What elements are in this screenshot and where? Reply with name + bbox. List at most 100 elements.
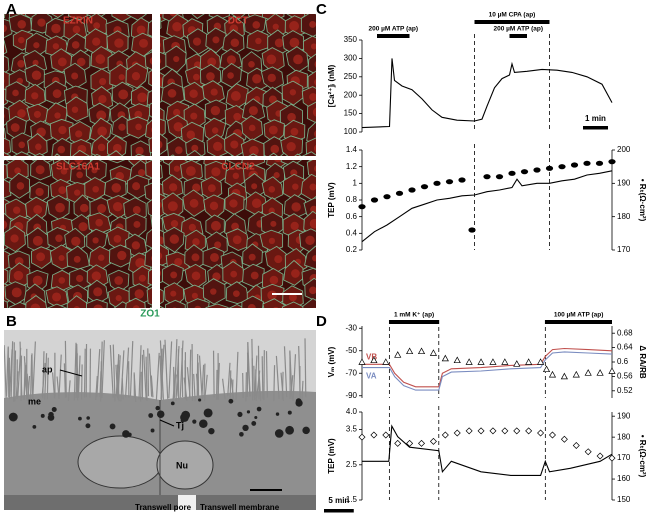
nucleus	[274, 255, 283, 264]
data-point	[429, 349, 438, 356]
annotation: 100 µM ATP (ap)	[554, 312, 604, 319]
y-tick-label: 0.4	[346, 228, 358, 237]
nucleus	[13, 206, 21, 214]
nucleus	[216, 6, 223, 13]
nucleus	[114, 276, 124, 285]
nucleus	[71, 106, 79, 113]
nucleus	[248, 60, 255, 68]
nucleus	[169, 234, 180, 244]
cell	[4, 151, 11, 156]
em-label: Transwell pore	[135, 503, 192, 512]
cell	[147, 199, 152, 217]
trace	[361, 170, 613, 243]
nucleus	[16, 182, 25, 190]
microvillus	[176, 374, 179, 397]
microvillus	[58, 354, 62, 397]
nucleus	[268, 125, 278, 135]
data-point	[596, 452, 604, 460]
nucleus	[310, 205, 316, 214]
nucleus	[0, 273, 1, 279]
nucleus	[92, 237, 99, 244]
cell	[4, 14, 6, 19]
data-point	[560, 435, 568, 443]
nucleus	[10, 234, 19, 243]
y-tick-label: 250	[344, 72, 358, 81]
nucleus	[17, 109, 26, 118]
cell	[4, 40, 8, 55]
microvillus	[99, 371, 102, 397]
y2-tick-label: 200	[617, 145, 631, 154]
nucleus	[230, 38, 240, 48]
cell	[46, 303, 68, 308]
nucleus	[52, 292, 62, 302]
microvillus	[203, 363, 206, 398]
nucleus	[112, 201, 123, 212]
granule	[237, 411, 243, 417]
nucleus	[95, 54, 106, 64]
nucleus	[131, 241, 141, 250]
cell	[4, 300, 9, 308]
nucleus	[293, 54, 303, 65]
y-tick-label: 4.0	[346, 407, 358, 416]
granule	[208, 427, 215, 435]
nucleus	[160, 202, 162, 209]
cell	[4, 268, 9, 286]
microvillus	[301, 380, 304, 403]
nucleus	[289, 20, 300, 31]
y-tick-label: 1.2	[346, 162, 358, 171]
nucleus	[289, 37, 300, 48]
granule	[150, 428, 155, 433]
nucleus	[309, 218, 316, 229]
cell	[148, 102, 152, 118]
nucleus	[314, 79, 316, 86]
micrograph	[4, 5, 152, 156]
nucleus	[309, 286, 316, 295]
granule	[86, 416, 90, 420]
cell	[147, 268, 152, 286]
nucleus	[93, 22, 101, 30]
cell	[33, 152, 45, 156]
nucleus	[216, 311, 222, 317]
nucleus	[77, 5, 85, 13]
annotation: 200 µM ATP (ap)	[369, 26, 419, 33]
nucleus	[134, 289, 144, 299]
microvillus	[227, 362, 231, 397]
data-point	[525, 427, 533, 435]
nucleus	[270, 144, 280, 154]
data-point	[595, 160, 604, 166]
nucleus	[91, 167, 98, 174]
microvillus	[115, 354, 120, 397]
y-tick-label: -90	[345, 391, 357, 400]
y-tick-label: 300	[344, 54, 358, 63]
data-point	[560, 372, 568, 380]
nucleus	[314, 130, 316, 138]
data-point	[468, 227, 476, 233]
granule	[148, 413, 154, 418]
granule	[275, 412, 280, 416]
microvillus	[229, 370, 232, 402]
microvillus	[290, 375, 294, 397]
cell	[144, 51, 152, 71]
nucleus	[288, 293, 297, 302]
nucleus	[269, 275, 279, 285]
data-point	[558, 164, 566, 170]
granule	[256, 406, 262, 412]
microvillus	[283, 346, 288, 398]
image-label: SLC16A1	[56, 162, 100, 173]
microvillus	[51, 372, 56, 399]
cell	[148, 69, 152, 87]
nucleus	[309, 183, 316, 191]
data-point	[408, 187, 416, 193]
data-point	[406, 347, 414, 355]
nucleus	[209, 201, 219, 211]
nucleus	[286, 141, 296, 152]
nucleus	[17, 59, 25, 68]
cell	[4, 55, 10, 74]
cell	[241, 295, 264, 308]
nucleus	[33, 110, 41, 118]
nucleus	[35, 143, 42, 151]
y2-tick-label: 170	[617, 245, 631, 254]
scale-bar	[324, 509, 354, 513]
cell	[160, 160, 165, 163]
nucleus	[112, 143, 122, 153]
